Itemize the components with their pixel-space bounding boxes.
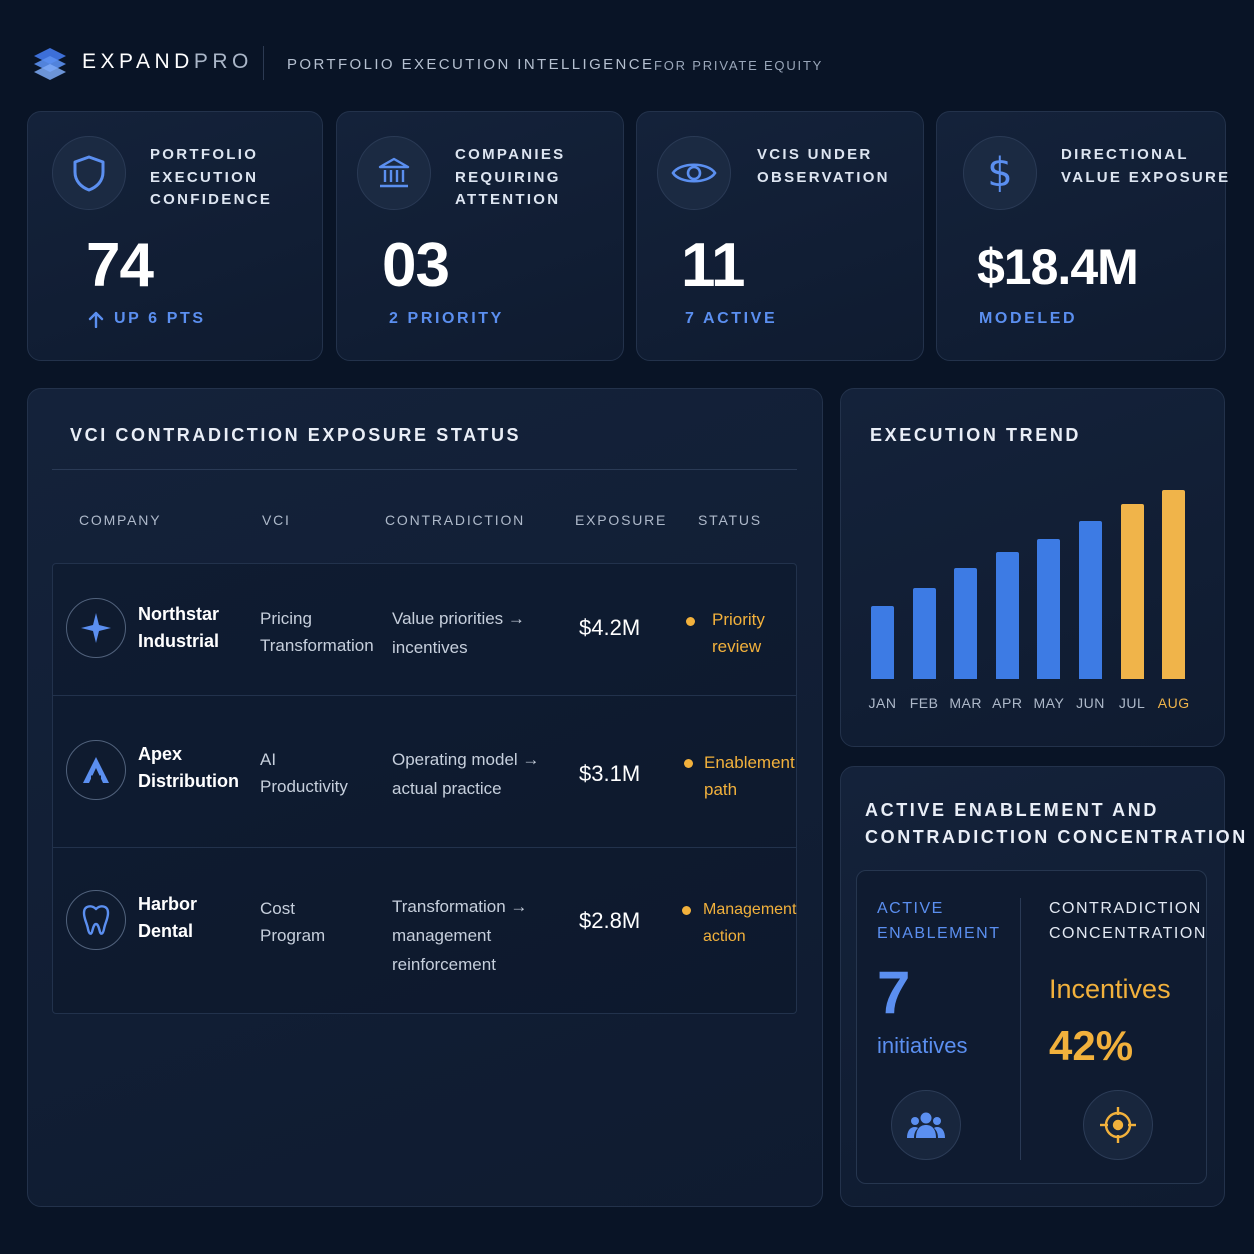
chart-title: EXECUTION TREND: [870, 425, 1082, 445]
exposure-value: $3.1M: [579, 761, 641, 786]
active-enablement-unit: initiatives: [877, 1033, 968, 1058]
target-icon: [1083, 1090, 1153, 1160]
brand-name: EXPANDPRO: [82, 50, 253, 73]
stat-sub: MODELED: [979, 310, 1078, 327]
shield-icon: [52, 136, 126, 210]
eye-icon: [657, 136, 731, 210]
stat-card-exposure[interactable]: $ DIRECTIONAL VALUE EXPOSURE $18.4M MODE…: [936, 111, 1228, 361]
table-body: [52, 563, 797, 1014]
column-header-vci[interactable]: VCI: [262, 512, 291, 528]
execution-trend-panel: [840, 388, 1225, 747]
stat-sub: UP 6 PTS: [88, 310, 206, 328]
tagline: PORTFOLIO EXECUTION INTELLIGENCE: [287, 56, 655, 73]
expandpro-logo: [34, 48, 66, 80]
stat-sub: 7 ACTIVE: [685, 310, 778, 327]
status-badge: Priority review: [712, 610, 765, 656]
column-header-contradiction[interactable]: CONTRADICTION: [385, 512, 526, 528]
chart-bar-jul[interactable]: [1120, 504, 1144, 679]
chart-bar-may[interactable]: [1037, 539, 1061, 679]
contradiction-concentration-label: CONTRADICTION CONCENTRATION: [1049, 900, 1207, 942]
exposure-value: $4.2M: [579, 615, 641, 640]
team-icon: [891, 1090, 961, 1160]
chart-bar-apr[interactable]: [995, 551, 1019, 679]
chart-bar-aug[interactable]: [1162, 489, 1186, 679]
dollar-icon: $: [963, 136, 1037, 210]
stat-card-vcis[interactable]: VCIS UNDER OBSERVATION 11 7 ACTIVE: [636, 111, 924, 361]
status-badge: Management action: [703, 901, 797, 945]
concentration-category: Incentives: [1049, 974, 1171, 1004]
stat-value: 74: [86, 231, 154, 300]
status-dot: [682, 906, 691, 915]
concentration-percent: 42%: [1049, 1022, 1134, 1069]
active-enablement-value: 7: [877, 959, 911, 1026]
compass-star-icon: [66, 598, 126, 658]
stat-value: $18.4M: [977, 239, 1139, 295]
exposure-value: $2.8M: [579, 908, 641, 933]
column-header-exposure[interactable]: EXPOSURE: [575, 512, 668, 528]
vci-cell: Pricing Transformation: [260, 609, 374, 655]
month-label: APR: [992, 695, 1023, 711]
company-name: Harbor Dental: [138, 894, 198, 941]
contradiction-cell: Operating model → actual practice: [392, 750, 540, 798]
month-label: JUL: [1118, 695, 1146, 711]
vci-cell: AI Productivity: [260, 750, 348, 796]
panel-title: VCI CONTRADICTION EXPOSURE STATUS: [70, 425, 522, 445]
chart-bar-feb[interactable]: [912, 588, 936, 679]
row-divider: [53, 847, 796, 848]
status-dot: [684, 759, 693, 768]
status-badge: Enablement path: [704, 753, 795, 799]
stat-label: VCIS UNDER OBSERVATION: [757, 146, 890, 186]
exposure-status-panel: [27, 388, 823, 1207]
contradiction-cell: Value priorities → incentives: [392, 609, 525, 657]
chart-bar-mar[interactable]: [954, 568, 978, 679]
column-header-company[interactable]: COMPANY: [79, 512, 162, 528]
month-label: MAY: [1033, 695, 1065, 711]
tagline-sub: FOR PRIVATE EQUITY: [654, 58, 824, 73]
stat-value: 11: [681, 231, 746, 300]
stat-label: DIRECTIONAL VALUE EXPOSURE: [1061, 146, 1231, 186]
stat-sub: 2 PRIORITY: [389, 310, 504, 327]
contradiction-cell: Transformation → management reinforcement: [392, 897, 528, 974]
month-label: JUN: [1076, 695, 1105, 711]
header-divider: [263, 46, 264, 80]
stat-card-attention[interactable]: COMPANIES REQUIRING ATTENTION 03 2 PRIOR…: [336, 111, 624, 361]
active-enablement-label: ACTIVE ENABLEMENT: [877, 900, 1001, 942]
month-label: JAN: [868, 695, 897, 711]
month-label: MAR: [949, 695, 982, 711]
execution-trend-chart: JAN FEB MAR APR MAY JUN JUL AUG: [860, 470, 1205, 720]
stat-label: PORTFOLIO EXECUTION CONFIDENCE: [150, 146, 273, 208]
tooth-icon: [66, 890, 126, 950]
chart-bar-jun[interactable]: [1079, 520, 1102, 679]
company-name: Apex Distribution: [138, 744, 239, 791]
divider: [1020, 898, 1021, 1160]
column-header-status[interactable]: STATUS: [698, 512, 762, 528]
divider: [52, 469, 797, 470]
month-label: AUG: [1157, 695, 1190, 711]
status-dot: [686, 617, 695, 626]
stat-label: COMPANIES REQUIRING ATTENTION: [455, 146, 566, 208]
panel-title: ACTIVE ENABLEMENT AND CONTRADICTION CONCE…: [865, 800, 1248, 847]
bank-icon: [357, 136, 431, 210]
row-divider: [53, 695, 796, 696]
month-label: FEB: [909, 695, 939, 711]
arrow-up-icon: [88, 311, 104, 328]
stat-card-confidence[interactable]: PORTFOLIO EXECUTION CONFIDENCE 74 UP 6 P…: [27, 111, 323, 361]
company-name: Northstar Industrial: [138, 604, 220, 651]
stat-value: 03: [382, 231, 450, 300]
apex-a-icon: [66, 740, 126, 800]
vci-cell: Cost Program: [260, 899, 326, 945]
chart-bar-jan[interactable]: [871, 606, 894, 679]
